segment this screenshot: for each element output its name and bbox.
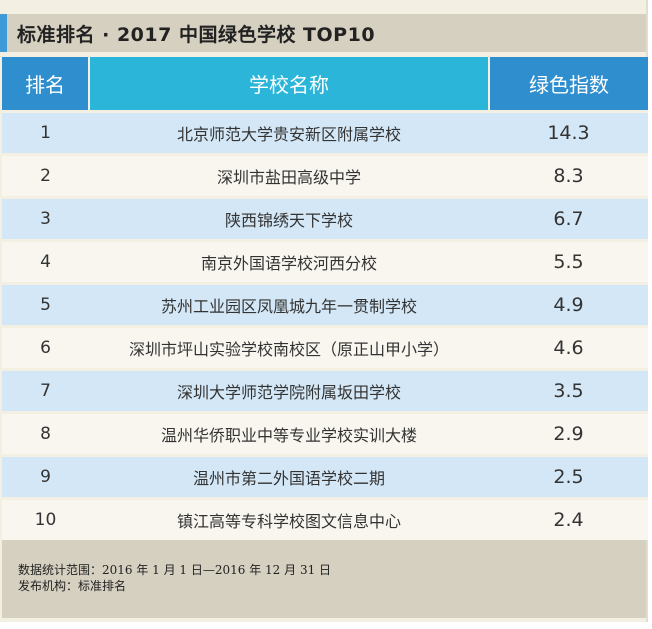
rank-cell: 1 bbox=[2, 110, 89, 155]
green-index-cell: 6.7 bbox=[489, 196, 648, 241]
table-row: 2 深圳市盐田高级中学 8.3 bbox=[2, 153, 648, 198]
green-index-cell: 4.9 bbox=[489, 282, 648, 327]
school-name-cell: 陕西锦绣天下学校 bbox=[89, 196, 489, 241]
rank-cell: 3 bbox=[2, 196, 89, 241]
green-index-cell: 5.5 bbox=[489, 239, 648, 284]
table-body: 1 北京师范大学贵安新区附属学校 14.3 2 深圳市盐田高级中学 8.3 3 陕西锦绣天下学… bbox=[2, 110, 648, 540]
table-row: 3 陕西锦绣天下学校 6.7 bbox=[2, 196, 648, 241]
title-bar: 标准排名 · 2017 中国绿色学校 TOP10 bbox=[0, 14, 646, 52]
page-title: 标准排名 · 2017 中国绿色学校 TOP10 bbox=[17, 23, 376, 46]
bottom-strip bbox=[0, 622, 652, 629]
green-index-cell: 2.5 bbox=[489, 454, 648, 499]
green-index-cell: 2.4 bbox=[489, 497, 648, 540]
table-row: 1 北京师范大学贵安新区附属学校 14.3 bbox=[2, 110, 648, 155]
column-header-green-index: 绿色指数 bbox=[489, 57, 648, 112]
rank-cell: 10 bbox=[2, 497, 89, 540]
footer-data-range: 数据统计范围：2016 年 1 月 1 日—2016 年 12 月 31 日 bbox=[18, 563, 332, 577]
footer-publisher: 发布机构：标准排名 bbox=[18, 579, 127, 593]
green-index-cell: 4.6 bbox=[489, 325, 648, 370]
rank-cell: 9 bbox=[2, 454, 89, 499]
school-name-cell: 温州市第二外国语学校二期 bbox=[89, 454, 489, 499]
school-name-cell: 镇江高等专科学校图文信息中心 bbox=[89, 497, 489, 540]
rank-cell: 8 bbox=[2, 411, 89, 456]
rank-cell: 2 bbox=[2, 153, 89, 198]
table-header-row: 排名 学校名称 绿色指数 bbox=[2, 57, 648, 112]
green-index-cell: 3.5 bbox=[489, 368, 648, 413]
green-index-cell: 14.3 bbox=[489, 110, 648, 155]
table-row: 6 深圳市坪山实验学校南校区（原正山甲小学） 4.6 bbox=[2, 325, 648, 370]
table-row: 9 温州市第二外国语学校二期 2.5 bbox=[2, 454, 648, 499]
ranking-table: 排名 学校名称 绿色指数 1 北京师范大学贵安新区附属学校 14.3 2 深圳市盐田高级… bbox=[2, 57, 648, 540]
rank-cell: 5 bbox=[2, 282, 89, 327]
school-name-cell: 深圳市盐田高级中学 bbox=[89, 153, 489, 198]
school-name-cell: 深圳大学师范学院附属坂田学校 bbox=[89, 368, 489, 413]
school-name-cell: 深圳市坪山实验学校南校区（原正山甲小学） bbox=[89, 325, 489, 370]
rank-cell: 6 bbox=[2, 325, 89, 370]
rank-cell: 7 bbox=[2, 368, 89, 413]
school-name-cell: 温州华侨职业中等专业学校实训大楼 bbox=[89, 411, 489, 456]
school-name-cell: 北京师范大学贵安新区附属学校 bbox=[89, 110, 489, 155]
green-index-cell: 2.9 bbox=[489, 411, 648, 456]
column-header-rank: 排名 bbox=[2, 57, 90, 112]
school-name-cell: 苏州工业园区凤凰城九年一贯制学校 bbox=[89, 282, 489, 327]
footer-note: 数据统计范围：2016 年 1 月 1 日—2016 年 12 月 31 日 发… bbox=[2, 540, 646, 618]
rank-cell: 4 bbox=[2, 239, 89, 284]
table-row: 8 温州华侨职业中等专业学校实训大楼 2.9 bbox=[2, 411, 648, 456]
column-header-school-name: 学校名称 bbox=[89, 57, 490, 112]
table-row: 5 苏州工业园区凤凰城九年一贯制学校 4.9 bbox=[2, 282, 648, 327]
table-row: 10 镇江高等专科学校图文信息中心 2.4 bbox=[2, 497, 648, 540]
green-index-cell: 8.3 bbox=[489, 153, 648, 198]
table-row: 7 深圳大学师范学院附属坂田学校 3.5 bbox=[2, 368, 648, 413]
table-row: 4 南京外国语学校河西分校 5.5 bbox=[2, 239, 648, 284]
school-name-cell: 南京外国语学校河西分校 bbox=[89, 239, 489, 284]
